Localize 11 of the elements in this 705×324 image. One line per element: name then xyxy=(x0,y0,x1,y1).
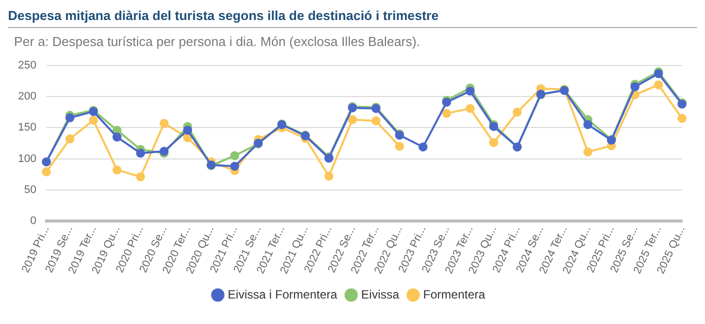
y-tick-label: 50 xyxy=(24,184,36,196)
legend-label: Eivissa i Formentera xyxy=(228,287,338,302)
y-tick-label: 150 xyxy=(18,122,36,134)
legend-label: Formentera xyxy=(423,287,486,302)
chart-subtitle: Per a: Despesa turística per persona i dia. Món (exclosa Illes Balears). xyxy=(13,33,422,49)
legend-label: Eivissa xyxy=(361,287,400,302)
y-tick-label: 0 xyxy=(30,214,36,227)
y-tick-label: 250 xyxy=(18,60,36,72)
y-tick-label: 100 xyxy=(18,152,36,165)
y-tick-label: 200 xyxy=(18,90,36,103)
chart-title: Despesa mitjana diària del turista segons illa de destinació i trimestre xyxy=(8,8,697,28)
